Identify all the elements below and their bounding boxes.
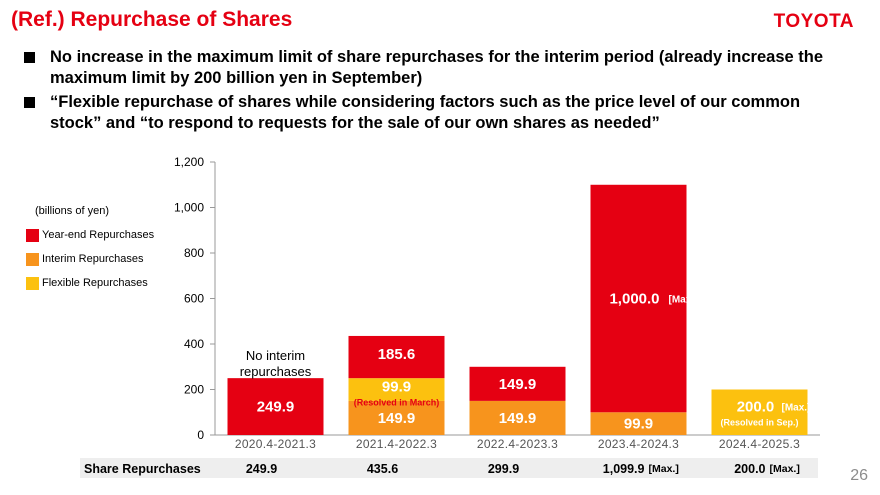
page-number: 26 — [850, 467, 868, 484]
x-tick-label: 2020.4-2021.3 — [235, 437, 316, 451]
y-tick-label: 1,000 — [174, 201, 204, 215]
legend-swatch — [26, 253, 39, 266]
y-tick-label: 1,200 — [174, 155, 204, 169]
bar-year-end-repurchases-4 — [590, 184, 687, 413]
totals-row-label: Share Repurchases — [84, 462, 201, 476]
total-value: 1,099.9 — [603, 462, 645, 476]
data-label: 185.6 — [378, 346, 416, 363]
data-label-note: (Resolved in Sep.) — [720, 418, 798, 428]
y-tick-label: 400 — [184, 337, 204, 351]
toyota-logo: TOYOTA — [773, 11, 854, 32]
data-label: 149.9 — [499, 376, 537, 393]
x-tick-label: 2022.4-2023.3 — [477, 437, 558, 451]
data-label: 249.9 — [257, 399, 295, 416]
totals-row-background — [80, 458, 818, 478]
x-tick-label: 2024.4-2025.3 — [719, 437, 800, 451]
bullet-maximum-limit: No increase in the maximum limit of shar… — [24, 47, 824, 89]
bar-year-end-repurchases-2 — [348, 335, 445, 379]
x-tick-label: 2021.4-2022.3 — [356, 437, 437, 451]
legend-label: Interim Repurchases — [42, 253, 144, 265]
annotation-line: repurchases — [240, 364, 312, 379]
legend-swatch — [26, 229, 39, 242]
data-label-note: (Resolved in March) — [354, 398, 440, 408]
bar-year-end-repurchases-3 — [469, 366, 566, 401]
data-label-suffix: [Max.] — [782, 403, 811, 414]
data-label: 99.9 — [624, 416, 653, 433]
square-bullet-icon — [24, 52, 35, 63]
legend-label: Flexible Repurchases — [42, 277, 148, 289]
total-value: 299.9 — [488, 462, 519, 476]
legend-swatch — [26, 277, 39, 290]
total-suffix: [Max.] — [649, 463, 679, 475]
data-label-suffix: [Max.] — [669, 295, 698, 306]
data-label: 200.0 — [737, 399, 775, 416]
data-label: 149.9 — [499, 410, 537, 427]
y-tick-label: 0 — [197, 428, 204, 442]
bar-year-end-repurchases-1 — [227, 378, 324, 435]
page-title: (Ref.) Repurchase of Shares — [11, 8, 293, 31]
x-tick-label: 2023.4-2024.3 — [598, 437, 679, 451]
annotation-line: No interim — [246, 348, 305, 363]
bar-interim-repurchases-4 — [590, 412, 687, 435]
total-value: 249.9 — [246, 462, 277, 476]
bar-flexible-repurchases-5 — [711, 389, 808, 435]
bullet-flexible-repurchase: “Flexible repurchase of shares while con… — [24, 92, 824, 134]
y-tick-label: 200 — [184, 383, 204, 397]
data-label: 1,000.0 — [609, 291, 659, 308]
bar-interim-repurchases-3 — [469, 400, 566, 435]
bullet-text: No increase in the maximum limit of shar… — [50, 48, 824, 87]
unit-label: (billions of yen) — [35, 205, 109, 217]
legend-label: Year-end Repurchases — [42, 229, 155, 241]
bar-interim-repurchases-2 — [348, 400, 445, 435]
square-bullet-icon — [24, 97, 35, 108]
bar-flexible-repurchases-2 — [348, 378, 445, 401]
y-tick-label: 800 — [184, 246, 204, 260]
bullet-text: “Flexible repurchase of shares while con… — [50, 93, 801, 132]
data-label: 99.9 — [382, 379, 411, 396]
y-tick-label: 600 — [184, 292, 204, 306]
total-value: 435.6 — [367, 462, 398, 476]
data-label: 149.9 — [378, 410, 416, 427]
total-value: 200.0 — [734, 462, 765, 476]
total-suffix: [Max.] — [770, 463, 800, 475]
